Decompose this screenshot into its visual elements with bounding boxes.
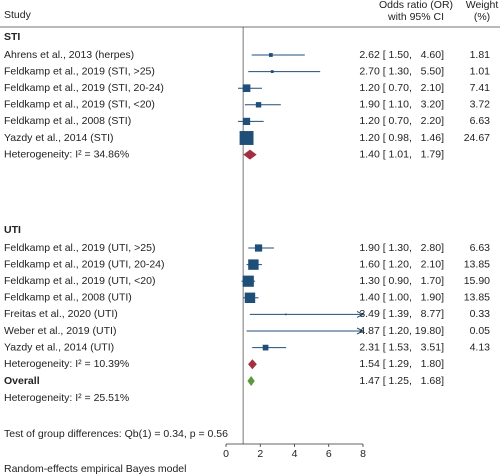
- x-tick-label: 0: [223, 448, 229, 460]
- weight-label: 15.90: [464, 275, 490, 287]
- study-name: Freitas et al., 2020 (UTI): [4, 308, 118, 320]
- group-name: STI: [4, 31, 20, 43]
- pooled-diamond: [248, 359, 257, 370]
- heterogeneity: Heterogeneity: I² = 34.86%: [4, 148, 129, 160]
- weight-label: 24.67: [464, 132, 490, 144]
- study-name: Feldkamp et al., 2008 (STI): [4, 115, 131, 127]
- weight-label: 4.13: [470, 341, 491, 353]
- effect-label: 1.54 [ 1.29, 1.80]: [359, 358, 444, 370]
- study-box: [239, 131, 254, 145]
- effect-label: 1.47 [ 1.25, 1.68]: [359, 375, 444, 387]
- study-box: [242, 117, 251, 126]
- study-name: Feldkamp et al., 2019 (UTI, 20-24): [4, 258, 165, 270]
- study-name: Yazdy et al., 2014 (UTI): [4, 341, 114, 353]
- weight-label: 13.85: [464, 292, 490, 304]
- group-test: Test of group differences: Qb(1) = 0.34,…: [4, 428, 228, 440]
- header-effect: with 95% CI: [387, 11, 444, 23]
- weight-label: 6.63: [470, 115, 491, 127]
- study-name: Yazdy et al., 2014 (STI): [4, 132, 114, 144]
- study-box: [242, 84, 251, 93]
- weight-label: 0.33: [470, 308, 491, 320]
- effect-label: 1.20 [ 0.70, 2.20]: [359, 115, 444, 127]
- study-box: [254, 244, 263, 252]
- effect-label: 2.31 [ 1.53, 3.51]: [359, 341, 444, 353]
- study-name: Feldkamp et al., 2008 (UTI): [4, 292, 132, 304]
- weight-label: 13.85: [464, 258, 490, 270]
- group-name: UTI: [4, 224, 21, 236]
- study-name: Feldkamp et al., 2019 (STI, <20): [4, 99, 155, 111]
- weight-label: 3.72: [470, 99, 491, 111]
- heterogeneity: Heterogeneity: I² = 10.39%: [4, 358, 129, 370]
- study-box: [268, 53, 273, 57]
- effect-label: 1.20 [ 0.98, 1.46]: [359, 132, 444, 144]
- study-name: Weber et al., 2019 (UTI): [4, 325, 116, 337]
- study-name: Feldkamp et al., 2019 (UTI, <20): [4, 275, 155, 287]
- footnote: Random-effects empirical Bayes model: [4, 463, 186, 475]
- effect-label: 1.90 [ 1.30, 2.80]: [359, 242, 444, 254]
- effect-label: 1.90 [ 1.10, 3.20]: [359, 99, 444, 111]
- effect-label: 1.30 [ 0.90, 1.70]: [359, 275, 444, 287]
- x-tick-label: 8: [360, 448, 366, 460]
- study-box: [248, 259, 259, 270]
- study-box: [309, 330, 310, 332]
- header-weight: Weight: [466, 0, 499, 11]
- study-name: Feldkamp et al., 2019 (STI, >25): [4, 65, 155, 77]
- study-box: [270, 70, 274, 74]
- x-tick-label: 4: [292, 448, 298, 460]
- study-box: [244, 292, 256, 304]
- study-box: [262, 344, 269, 351]
- study-box: [284, 313, 287, 316]
- study-name: Feldkamp et al., 2019 (UTI, >25): [4, 242, 155, 254]
- study-name: Feldkamp et al., 2019 (STI, 20-24): [4, 82, 164, 94]
- x-tick-label: 6: [326, 448, 332, 460]
- weight-label: 1.01: [470, 65, 491, 77]
- header-weight: (%): [474, 11, 490, 23]
- x-tick-label: 2: [257, 448, 263, 460]
- effect-label: 1.40 [ 1.00, 1.90]: [359, 292, 444, 304]
- weight-label: 6.63: [470, 242, 491, 254]
- effect-label: 2.62 [ 1.50, 4.60]: [359, 49, 444, 61]
- study-box: [242, 275, 254, 287]
- overall-name: Overall: [4, 375, 40, 387]
- effect-label: 3.49 [ 1.39, 8.77]: [359, 308, 444, 320]
- study-box: [255, 102, 262, 108]
- heterogeneity: Heterogeneity: I² = 25.51%: [4, 392, 129, 404]
- effect-label: 1.60 [ 1.20, 2.10]: [359, 258, 444, 270]
- ci-arrow: [356, 327, 365, 335]
- weight-label: 0.05: [470, 325, 491, 337]
- weight-label: 1.81: [470, 49, 491, 61]
- effect-label: 4.87 [ 1.20, 19.80]: [359, 325, 444, 337]
- study-name: Ahrens et al., 2013 (herpes): [4, 49, 134, 61]
- header-study: Study: [4, 9, 32, 21]
- effect-label: 2.70 [ 1.30, 5.50]: [359, 65, 444, 77]
- header-effect: Odds ratio (OR): [379, 0, 453, 11]
- effect-label: 1.40 [ 1.01, 1.79]: [359, 148, 444, 160]
- pooled-diamond: [247, 376, 255, 386]
- effect-label: 1.20 [ 0.70, 2.10]: [359, 82, 444, 94]
- weight-label: 7.41: [470, 82, 491, 94]
- ci-arrow: [356, 310, 365, 318]
- pooled-diamond: [243, 149, 257, 160]
